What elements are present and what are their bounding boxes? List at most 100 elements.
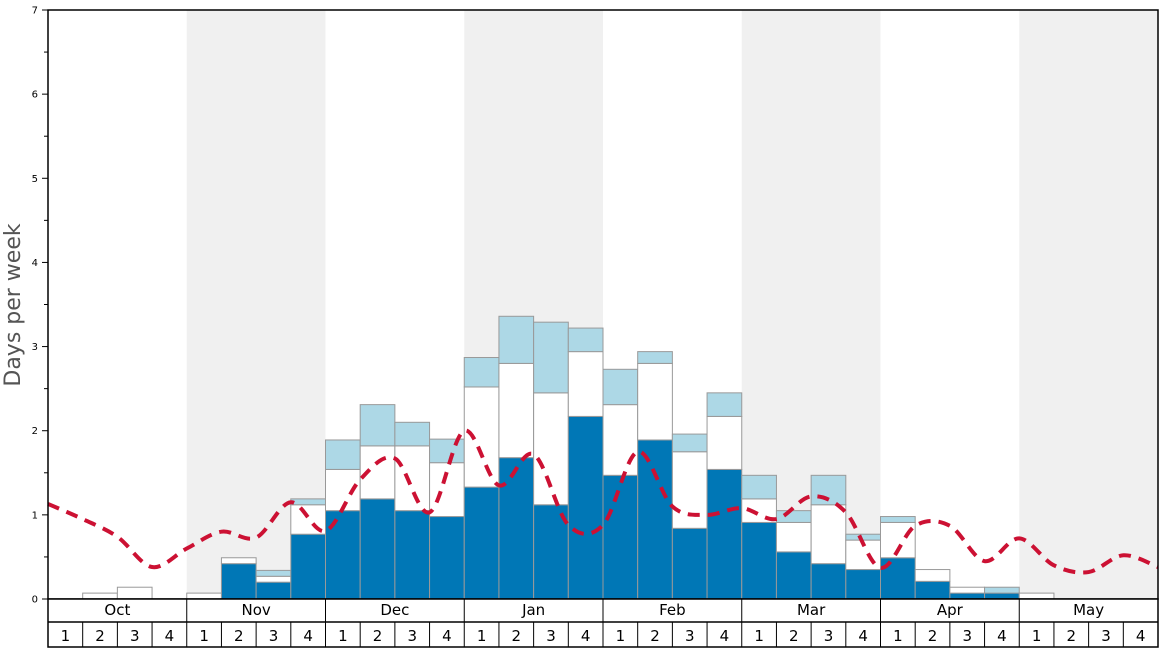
y-tick-label-7: 7 [32, 6, 38, 17]
month-label-feb: Feb [659, 601, 686, 619]
month-label-nov: Nov [241, 601, 270, 619]
bar-light-20 [706, 392, 743, 417]
bar-white-19 [671, 451, 708, 529]
bar-light-9 [325, 439, 361, 470]
bar-white-18 [637, 362, 673, 441]
bar-dark-23 [810, 563, 847, 600]
week-label-apr-1: 1 [893, 627, 903, 645]
bar-light-17 [602, 368, 639, 406]
x-axis: Oct 1 2 3 4 Nov 1 2 3 4 Dec 1 2 3 4 Jan 1 2 3 4 Feb 1 2 3 4 Mar 1 2… [47, 598, 1159, 648]
bar-light-13 [463, 357, 500, 388]
bar-dark-9 [325, 510, 361, 600]
bar-white-26 [914, 569, 951, 582]
week-label-dec-1: 1 [338, 627, 348, 645]
month-label-jan: Jan [521, 601, 545, 619]
bar-dark-6 [220, 563, 257, 600]
bar-dark-14 [498, 457, 535, 600]
bar-dark-16 [567, 415, 604, 600]
week-label-feb-1: 1 [616, 627, 626, 645]
bar-dark-12 [429, 516, 465, 600]
y-tick-label-6: 6 [32, 90, 38, 101]
month-shade-may [1019, 10, 1158, 599]
bar-white-7 [255, 575, 292, 583]
y-tick-label-5: 5 [32, 174, 38, 185]
bar-white-29 [1018, 592, 1055, 600]
bar-light-10 [359, 404, 396, 447]
week-label-mar-3: 3 [824, 627, 834, 645]
week-label-nov-1: 1 [199, 627, 209, 645]
average-line [47, 428, 1159, 575]
bar-light-14 [498, 315, 535, 364]
week-label-apr-4: 4 [997, 627, 1007, 645]
week-label-jan-2: 2 [512, 627, 522, 645]
week-label-oct-1: 1 [61, 627, 71, 645]
bar-white-20 [706, 415, 743, 470]
bar-dark-17 [602, 474, 639, 600]
bar-light-7 [255, 569, 292, 577]
bar-white-17 [602, 404, 639, 476]
bar-light-8 [290, 498, 326, 506]
bar-dark-28 [984, 592, 1020, 600]
week-label-jan-3: 3 [546, 627, 556, 645]
bar-dark-26 [914, 580, 951, 600]
week-label-mar-1: 1 [754, 627, 764, 645]
month-label-oct: Oct [104, 601, 130, 619]
bar-light-28 [984, 586, 1020, 594]
y-axis-title: Days per week [1, 223, 26, 386]
week-label-oct-2: 2 [95, 627, 105, 645]
y-tick-label-0: 0 [32, 595, 38, 606]
bar-dark-13 [463, 486, 500, 600]
y-tick-label-2: 2 [32, 426, 38, 437]
bar-white-14 [498, 362, 535, 459]
week-label-apr-2: 2 [928, 627, 938, 645]
bar-white-15 [533, 392, 569, 506]
bar-white-5 [186, 592, 222, 600]
week-label-may-4: 4 [1136, 627, 1146, 645]
week-label-dec-4: 4 [442, 627, 452, 645]
bar-dark-27 [949, 592, 986, 600]
bar-white-12 [429, 462, 465, 518]
y-tick-label-3: 3 [32, 342, 38, 353]
week-label-dec-2: 2 [373, 627, 383, 645]
week-label-mar-2: 2 [789, 627, 799, 645]
bar-white-22 [775, 521, 812, 553]
bar-light-21 [741, 474, 777, 500]
bar-light-22 [775, 510, 812, 523]
bar-dark-20 [706, 468, 743, 600]
bar-white-13 [463, 386, 500, 488]
week-label-nov-3: 3 [269, 627, 279, 645]
bar-light-12 [429, 438, 465, 464]
bar-light-15 [533, 321, 569, 394]
line-layer [47, 428, 1159, 575]
bar-white-3 [116, 586, 153, 600]
week-label-feb-4: 4 [720, 627, 730, 645]
week-label-may-2: 2 [1067, 627, 1077, 645]
bar-light-16 [567, 327, 604, 353]
bar-dark-21 [741, 521, 777, 600]
bar-dark-10 [359, 498, 396, 600]
bar-dark-8 [290, 533, 326, 600]
y-tick-label-4: 4 [32, 258, 38, 269]
month-label-apr: Apr [937, 601, 964, 619]
y-tick-label-1: 1 [32, 510, 38, 521]
week-label-feb-2: 2 [650, 627, 660, 645]
bar-white-11 [394, 445, 431, 512]
month-label-mar: Mar [797, 601, 826, 619]
month-label-may: May [1073, 601, 1104, 619]
bar-dark-24 [845, 569, 881, 600]
bar-white-27 [949, 586, 986, 594]
week-label-oct-3: 3 [130, 627, 140, 645]
week-label-may-1: 1 [1032, 627, 1042, 645]
bar-dark-19 [671, 527, 708, 600]
week-label-oct-4: 4 [165, 627, 175, 645]
bar-light-11 [394, 421, 431, 447]
bar-dark-22 [775, 551, 812, 600]
week-label-nov-4: 4 [303, 627, 313, 645]
week-label-nov-2: 2 [234, 627, 244, 645]
week-label-feb-3: 3 [685, 627, 695, 645]
bar-white-6 [220, 557, 257, 565]
bar-light-25 [880, 516, 916, 523]
week-label-apr-3: 3 [962, 627, 972, 645]
